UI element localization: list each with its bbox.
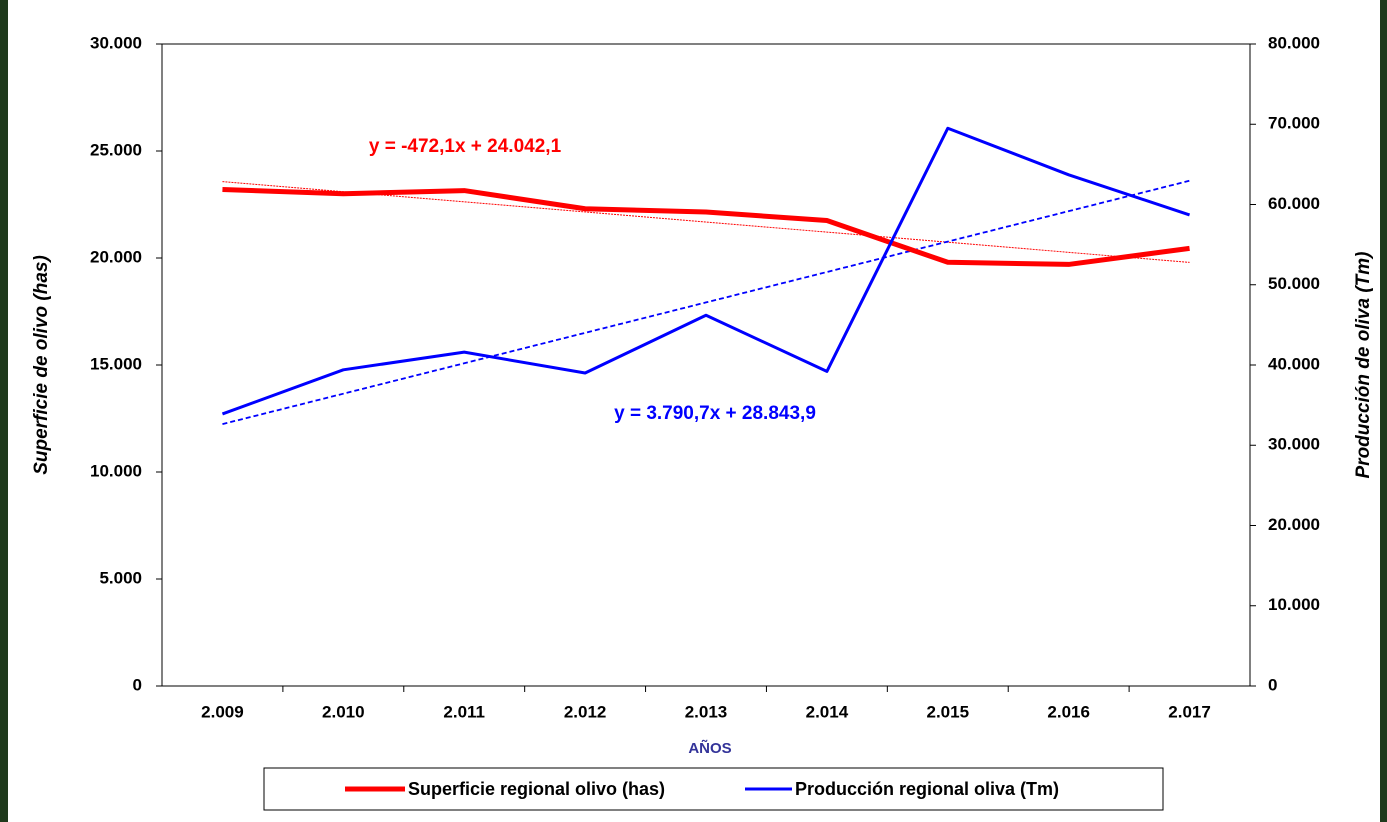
x-tick-label: 2.009 <box>201 702 244 721</box>
x-tick-label: 2.010 <box>322 702 365 721</box>
y-tick-label: 0 <box>133 675 142 694</box>
y2-tick-label: 70.000 <box>1268 114 1320 133</box>
y2-tick-label: 30.000 <box>1268 435 1320 454</box>
y-tick-label: 30.000 <box>90 33 142 52</box>
x-tick-label: 2.011 <box>443 702 485 721</box>
trend-equation: y = -472,1x + 24.042,1 <box>369 136 562 157</box>
y2-tick-label: 10.000 <box>1268 595 1320 614</box>
chart: Superficie de olivo (has) Producción de … <box>0 0 1387 822</box>
legend-label: Producción regional oliva (Tm) <box>795 779 1059 799</box>
y-tick-label: 10.000 <box>90 461 142 480</box>
y-tick-label: 5.000 <box>99 568 142 587</box>
x-tick-label: 2.016 <box>1047 702 1090 721</box>
y2-tick-label: 20.000 <box>1268 515 1320 534</box>
y2-tick-label: 40.000 <box>1268 354 1320 373</box>
x-tick-label: 2.014 <box>806 702 849 721</box>
y-tick-label: 20.000 <box>90 247 142 266</box>
y2-axis-title: Producción de oliva (Tm) <box>1353 252 1374 479</box>
y-axis-title: Superficie de olivo (has) <box>31 255 52 475</box>
x-tick-label: 2.013 <box>685 702 728 721</box>
y2-tick-label: 50.000 <box>1268 274 1320 293</box>
y2-tick-label: 0 <box>1268 675 1277 694</box>
x-axis-title: AÑOS <box>688 739 731 757</box>
y-tick-label: 25.000 <box>90 140 142 159</box>
y-tick-label: 15.000 <box>90 354 142 373</box>
trend-equation: y = 3.790,7x + 28.843,9 <box>614 403 816 424</box>
x-tick-label: 2.012 <box>564 702 607 721</box>
x-tick-label: 2.017 <box>1168 702 1211 721</box>
y2-tick-label: 80.000 <box>1268 33 1320 52</box>
x-tick-label: 2.015 <box>927 702 970 721</box>
y2-tick-label: 60.000 <box>1268 194 1320 213</box>
legend-label: Superficie regional olivo (has) <box>408 779 665 799</box>
